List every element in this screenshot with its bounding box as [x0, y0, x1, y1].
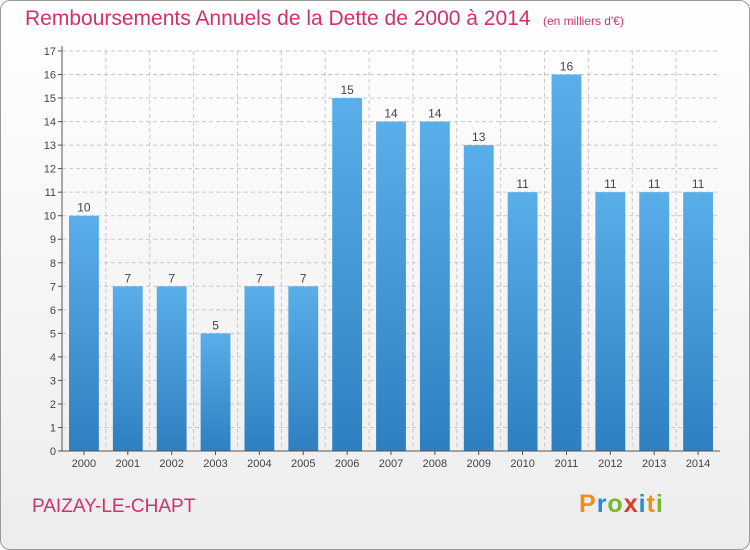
bar: [156, 286, 187, 451]
bar-value-label: 7: [168, 271, 175, 285]
y-tick-label: 12: [44, 164, 56, 176]
bar-value-label: 11: [692, 177, 705, 191]
x-tick-label: 2006: [335, 458, 359, 470]
bar-value-label: 11: [648, 177, 661, 191]
logo-letter: x: [623, 490, 639, 518]
y-tick-label: 14: [44, 117, 56, 129]
bar-value-label: 13: [472, 130, 486, 144]
bar-value-label: 7: [124, 271, 131, 285]
logo-letter: i: [655, 490, 664, 518]
y-tick-label: 13: [44, 140, 56, 152]
bar: [244, 286, 275, 451]
x-tick-label: 2000: [72, 458, 96, 470]
bar: [200, 333, 231, 451]
x-tick-label: 2004: [247, 458, 271, 470]
bar: [639, 192, 670, 452]
bar-value-label: 14: [428, 107, 442, 121]
y-tick-label: 7: [50, 281, 56, 293]
bar-value-label: 7: [256, 271, 263, 285]
y-tick-label: 2: [50, 399, 56, 411]
y-tick-label: 5: [50, 328, 56, 340]
chart-unit-note: (en milliers d'€): [542, 14, 624, 28]
x-tick-label: 2013: [642, 458, 666, 470]
data-labels: 10 7 7 5 7 7 15 14 14 13 11 16 11 11 11: [77, 60, 704, 333]
y-tick-label: 17: [44, 46, 56, 58]
logo-letter: i: [638, 490, 647, 518]
y-tick-label: 9: [50, 234, 56, 246]
logo-letter: P: [579, 490, 597, 518]
x-tick-label: 2012: [598, 458, 622, 470]
y-tick-label: 6: [50, 305, 56, 317]
y-tick-label: 16: [44, 70, 56, 82]
bar: [419, 121, 450, 452]
bar-value-label: 5: [212, 318, 219, 332]
y-tick-label: 0: [50, 446, 56, 458]
bar: [463, 145, 494, 451]
bar: [112, 286, 143, 451]
bar: [288, 286, 319, 451]
x-tick-label: 2009: [466, 458, 490, 470]
bar: [332, 98, 363, 451]
proxiti-logo[interactable]: Proxiti: [579, 490, 664, 519]
y-tick-label: 3: [50, 375, 56, 387]
bars: [69, 74, 713, 452]
x-tick-label: 2010: [510, 458, 534, 470]
bar: [683, 192, 713, 452]
bar-value-label: 15: [340, 83, 354, 97]
bar: [376, 121, 406, 452]
y-tick-label: 15: [44, 93, 56, 105]
bar-value-label: 11: [516, 177, 529, 191]
y-tick-label: 8: [50, 258, 56, 270]
x-tick-label: 2014: [686, 458, 710, 470]
x-tick-label: 2005: [291, 458, 315, 470]
bar: [551, 74, 582, 451]
bar-value-label: 11: [604, 177, 617, 191]
bar-value-label: 16: [560, 60, 574, 74]
chart-title: Remboursements Annuels de la Dette de 20…: [25, 7, 531, 30]
bar: [507, 192, 538, 452]
bar: [69, 215, 99, 451]
y-tick-label: 1: [50, 422, 56, 434]
x-tick-label: 2003: [203, 458, 227, 470]
logo-letter: r: [596, 490, 608, 518]
logo-letter: t: [646, 490, 656, 518]
bar-value-label: 14: [384, 107, 398, 121]
bar-value-label: 7: [300, 271, 307, 285]
bar-value-label: 10: [77, 201, 91, 215]
x-tick-label: 2002: [159, 458, 183, 470]
logo-letter: o: [607, 490, 624, 518]
y-tick-label: 11: [45, 187, 56, 199]
x-tick-label: 2007: [379, 458, 403, 470]
bar: [595, 192, 626, 452]
commune-name: PAIZAY-LE-CHAPT: [32, 496, 196, 517]
x-tick-label: 2011: [555, 458, 579, 470]
y-tick-label: 10: [44, 211, 56, 223]
y-tick-label: 4: [50, 352, 56, 364]
x-tick-label: 2008: [423, 458, 447, 470]
x-tick-label: 2001: [116, 458, 140, 470]
title-line: Remboursements Annuels de la Dette de 20…: [25, 7, 624, 31]
